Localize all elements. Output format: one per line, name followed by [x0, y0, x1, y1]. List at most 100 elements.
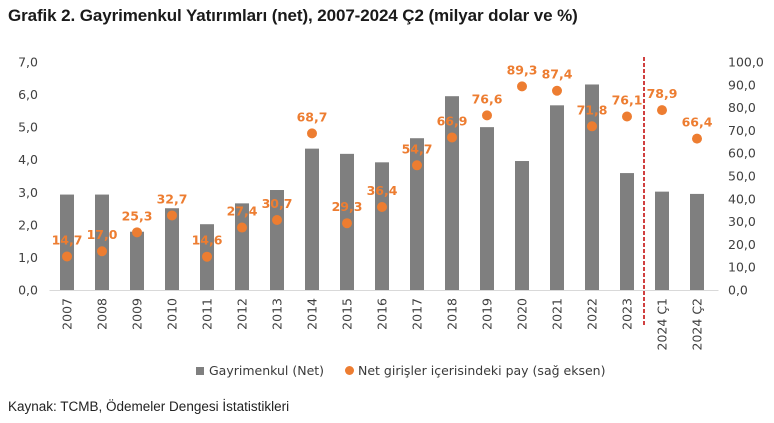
bar: [60, 194, 74, 290]
x-axis-labels: 2007 2008 2009 2010 2011 2012 2013 2014 2015 2016…: [60, 298, 705, 351]
left-y-axis: 0,0 1,0 2,0 3,0 4,0 5,0 6,0 7,0: [18, 55, 38, 298]
x-axis-tick-label: 2011: [200, 298, 215, 330]
data-point: [237, 222, 247, 233]
data-label: 29,3: [332, 199, 363, 214]
bar: [620, 173, 634, 290]
x-axis-tick-label: 2020: [515, 298, 530, 330]
data-point: [272, 215, 282, 226]
right-axis-tick-label: 0,0: [728, 283, 748, 298]
data-point: [342, 218, 352, 229]
x-axis-tick-label: 2022: [585, 298, 600, 330]
data-point: [412, 160, 422, 171]
x-axis-tick-label: 2024 Ç2: [690, 298, 705, 350]
data-label: 14,6: [192, 233, 223, 248]
left-axis-tick-label: 1,0: [18, 250, 38, 265]
x-axis-tick-label: 2019: [480, 298, 495, 330]
x-axis-tick-label: 2023: [620, 298, 635, 330]
data-point: [622, 111, 632, 122]
data-label: 71,8: [577, 102, 608, 117]
data-label: 36,4: [367, 183, 398, 198]
data-point: [132, 227, 142, 238]
x-axis-tick-label: 2012: [235, 298, 250, 330]
bar: [95, 194, 109, 290]
x-axis-tick-label: 2007: [60, 298, 75, 330]
x-axis-tick-label: 2009: [130, 298, 145, 330]
bar: [130, 231, 144, 290]
chart-plot: 0,0 1,0 2,0 3,0 4,0 5,0 6,0 7,0 0,0 10,0 20,0 30,0…: [18, 55, 764, 351]
bar: [480, 127, 494, 291]
bar: [270, 190, 284, 290]
bar: [445, 96, 459, 290]
right-axis-tick-label: 40,0: [728, 191, 756, 206]
data-point: [517, 81, 527, 92]
data-label: 54,7: [402, 141, 433, 156]
data-label: 76,6: [472, 91, 503, 106]
bar: [305, 148, 319, 290]
data-point: [202, 251, 212, 262]
x-axis-tick-label: 2024 Ç1: [655, 298, 670, 350]
data-point: [97, 246, 107, 257]
bar: [515, 161, 529, 290]
data-point: [447, 132, 457, 143]
bar: [375, 162, 389, 290]
data-label: 68,7: [297, 109, 328, 124]
x-axis-tick-label: 2018: [445, 298, 460, 330]
data-point: [692, 133, 702, 144]
x-axis-tick-label: 2016: [375, 298, 390, 330]
bar-series: [60, 84, 704, 291]
data-point: [307, 128, 317, 139]
data-point: [377, 202, 387, 213]
left-axis-tick-label: 0,0: [18, 283, 38, 298]
bar: [655, 191, 669, 290]
right-y-axis: 0,0 10,0 20,0 30,0 40,0 50,0 60,0 70,0 80,0 90,0 1…: [728, 55, 764, 298]
right-axis-tick-label: 60,0: [728, 146, 756, 161]
x-axis-tick-label: 2008: [95, 298, 110, 330]
x-axis-tick-label: 2017: [410, 298, 425, 330]
right-axis-tick-label: 100,0: [728, 55, 764, 70]
legend-item-dots: Net girişler içerisindeki pay (sağ eksen…: [345, 363, 605, 378]
data-label: 78,9: [647, 86, 678, 101]
x-axis-tick-label: 2010: [165, 298, 180, 330]
right-axis-tick-label: 30,0: [728, 214, 756, 229]
data-label: 66,9: [437, 113, 468, 128]
right-axis-tick-label: 80,0: [728, 100, 756, 115]
right-axis-tick-label: 90,0: [728, 77, 756, 92]
left-axis-tick-label: 4,0: [18, 152, 38, 167]
bar: [585, 84, 599, 290]
x-axis-tick-label: 2021: [550, 298, 565, 330]
data-label: 76,1: [612, 92, 643, 107]
left-axis-tick-label: 5,0: [18, 120, 38, 135]
data-label: 27,4: [227, 204, 258, 219]
x-axis-tick-label: 2013: [270, 298, 285, 330]
gray-square-icon: [196, 366, 204, 375]
data-label: 89,3: [507, 62, 538, 77]
right-axis-tick-label: 10,0: [728, 260, 756, 275]
left-axis-tick-label: 6,0: [18, 87, 38, 102]
bar: [550, 105, 564, 290]
source-note: Kaynak: TCMB, Ödemeler Dengesi İstatisti…: [8, 399, 290, 414]
bar: [410, 138, 424, 290]
data-point: [167, 210, 177, 221]
dot-series: 14,7 17,0 25,3 32,7 14,6 27,4 30,7 68,7 29,3 36,4…: [52, 62, 713, 262]
left-axis-tick-label: 2,0: [18, 217, 38, 232]
data-label: 66,4: [682, 115, 713, 130]
legend-label-dots: Net girişler içerisindeki pay (sağ eksen…: [358, 363, 606, 378]
data-point: [587, 121, 597, 132]
bar: [165, 208, 179, 290]
legend: Gayrimenkul (Net) Net girişler içerisind…: [0, 363, 774, 383]
data-label: 17,0: [87, 227, 118, 242]
left-axis-tick-label: 3,0: [18, 185, 38, 200]
orange-dot-icon: [345, 366, 354, 375]
data-label: 14,7: [52, 232, 83, 247]
bar: [690, 193, 704, 290]
data-point: [552, 85, 562, 96]
data-label: 87,4: [542, 67, 573, 82]
legend-label-bars: Gayrimenkul (Net): [209, 363, 325, 378]
data-point: [62, 251, 72, 262]
left-axis-tick-label: 7,0: [18, 55, 38, 70]
data-label: 25,3: [122, 208, 153, 223]
legend-item-bars: Gayrimenkul (Net): [196, 363, 324, 378]
x-axis-tick-label: 2015: [340, 298, 355, 330]
right-axis-tick-label: 50,0: [728, 169, 756, 184]
data-point: [657, 105, 667, 116]
